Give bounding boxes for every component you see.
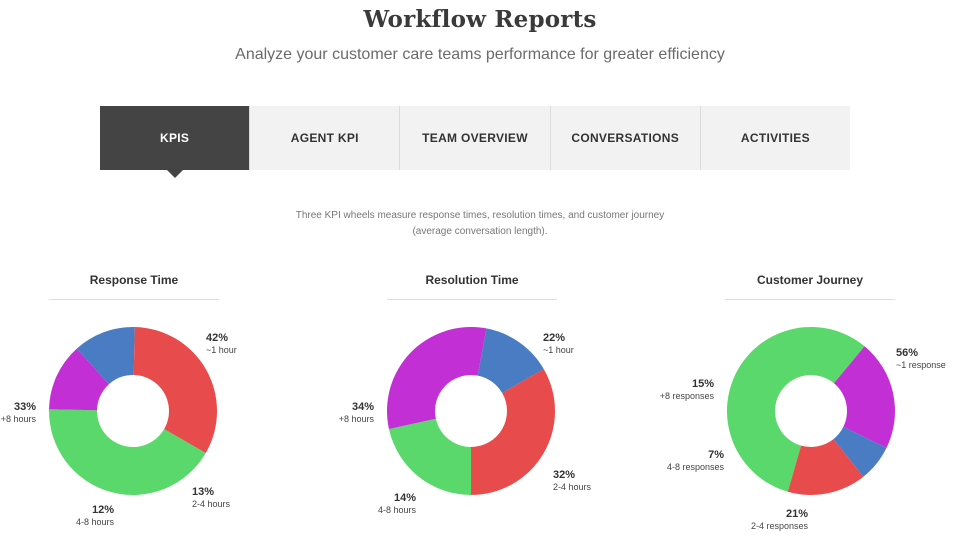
customer-journey-slice-0-percent: 56% bbox=[896, 347, 918, 359]
kpi-description-line-1: Three KPI wheels measure response times,… bbox=[295, 210, 665, 221]
customer-journey-slice-1-label: 2-4 responses bbox=[751, 521, 809, 531]
customer-journey-slice-3-percent: 15% bbox=[692, 378, 714, 390]
response-time-slice-2-percent: 12% bbox=[92, 504, 114, 516]
customer-journey-slice-3 bbox=[787, 439, 864, 496]
response-time-slice-1 bbox=[49, 348, 109, 411]
resolution-time-slice-0 bbox=[388, 418, 471, 495]
resolution-time-slice-2-label: 4-8 hours bbox=[378, 505, 417, 515]
resolution-time-slice-2-percent: 14% bbox=[394, 492, 416, 504]
customer-journey-slice-0-label: ~1 response bbox=[896, 360, 946, 370]
response-time-slice-2 bbox=[76, 327, 135, 385]
resolution-time-slice-1-percent: 32% bbox=[553, 469, 575, 481]
response-time-slice-2-label: 4-8 hours bbox=[76, 517, 115, 527]
response-time-slice-3-percent: 33% bbox=[14, 401, 36, 413]
resolution-time-slice-0-label: ~1 hour bbox=[543, 345, 574, 355]
kpi-description-line-2: (average conversation length). bbox=[412, 226, 548, 237]
customer-journey-slice-0 bbox=[726, 326, 865, 492]
page-subtitle: Analyze your customer care teams perform… bbox=[235, 46, 725, 63]
chart-title-resolution-time: Resolution Time bbox=[387, 273, 557, 300]
resolution-time-slice-3-label: +8 hours bbox=[339, 414, 375, 424]
customer-journey-slice-2 bbox=[833, 426, 887, 477]
report-tabs: KPIS AGENT KPI TEAM OVERVIEW CONVERSATIO… bbox=[100, 106, 850, 178]
response-time-slice-3 bbox=[133, 327, 217, 453]
customer-journey-slice-2-percent: 7% bbox=[708, 449, 724, 461]
resolution-time-slice-2 bbox=[477, 328, 544, 393]
tab-activities[interactable]: ACTIVITIES bbox=[740, 131, 810, 145]
resolution-time-slice-3 bbox=[471, 369, 556, 495]
tab-agent-kpi[interactable]: AGENT KPI bbox=[250, 106, 401, 170]
response-time-slice-0 bbox=[49, 409, 206, 496]
customer-journey-slice-1-percent: 21% bbox=[786, 508, 808, 520]
response-time-slice-0-percent: 42% bbox=[206, 332, 228, 344]
response-time-slice-0-label: ~1 hour bbox=[206, 345, 237, 355]
resolution-time-slice-1-label: 2-4 hours bbox=[553, 482, 592, 492]
response-time-slice-3-label: +8 hours bbox=[1, 414, 37, 424]
customer-journey-slice-1 bbox=[833, 346, 895, 448]
tab-conversations[interactable]: CONVERSATIONS bbox=[551, 106, 701, 170]
resolution-time-slice-0-percent: 22% bbox=[543, 332, 565, 344]
kpi-description: Three KPI wheels measure response times,… bbox=[0, 208, 960, 240]
response-time-slice-1-label: 2-4 hours bbox=[192, 499, 231, 509]
chart-title-customer-journey: Customer Journey bbox=[725, 273, 895, 300]
tab-team-overview[interactable]: TEAM OVERVIEW bbox=[400, 106, 551, 170]
resolution-time-slice-3-percent: 34% bbox=[352, 401, 374, 413]
chart-title-response-time: Response Time bbox=[49, 273, 219, 300]
tab-kpis[interactable]: KPIS bbox=[100, 106, 251, 178]
resolution-time-slice-1 bbox=[387, 326, 487, 429]
page-title: Workflow Reports bbox=[363, 6, 597, 33]
customer-journey-slice-2-label: 4-8 responses bbox=[667, 462, 725, 472]
customer-journey-slice-3-label: +8 responses bbox=[660, 391, 715, 401]
response-time-slice-1-percent: 13% bbox=[192, 486, 214, 498]
